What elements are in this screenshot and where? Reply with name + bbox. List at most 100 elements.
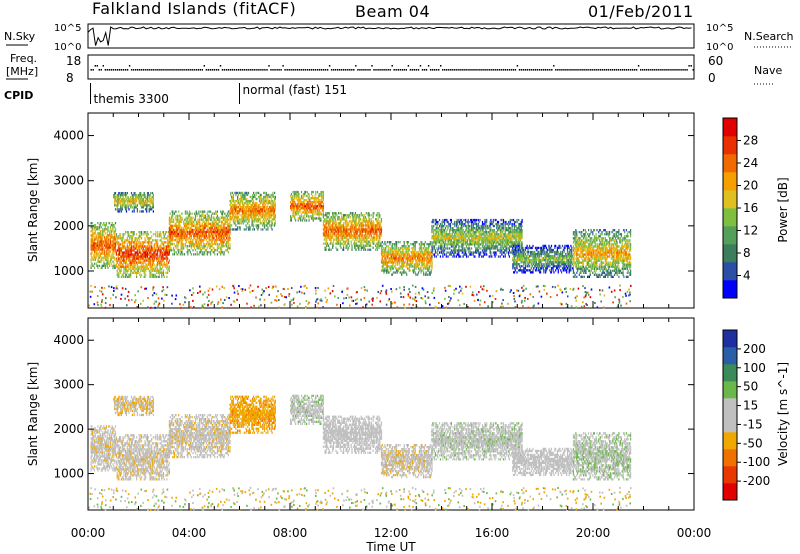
power-cell bbox=[210, 218, 212, 221]
power-cell bbox=[150, 261, 152, 264]
power-cell bbox=[130, 271, 132, 274]
power-cell bbox=[129, 253, 131, 256]
power-cell bbox=[152, 263, 154, 266]
power-cell bbox=[211, 236, 213, 240]
power-cell bbox=[408, 259, 410, 262]
power-cell bbox=[388, 265, 390, 268]
power-cell bbox=[148, 198, 150, 201]
power-cell bbox=[144, 259, 146, 262]
power-cell bbox=[134, 247, 136, 250]
power-cell bbox=[146, 247, 148, 250]
power-cell bbox=[340, 220, 342, 223]
power-cell bbox=[323, 234, 325, 237]
power-cell bbox=[170, 238, 172, 242]
power-cell bbox=[121, 200, 123, 203]
power-cell bbox=[253, 201, 255, 205]
power-cell bbox=[402, 249, 404, 252]
power-cell bbox=[175, 222, 177, 225]
power-cell bbox=[141, 198, 144, 201]
power-cell bbox=[184, 212, 186, 215]
power-cell bbox=[222, 230, 224, 234]
power-cell bbox=[324, 228, 326, 231]
power-cell bbox=[354, 242, 356, 245]
power-cell bbox=[262, 201, 264, 205]
power-cell bbox=[141, 245, 143, 248]
power-cell bbox=[176, 230, 178, 234]
power-cell bbox=[241, 206, 243, 209]
power-cell bbox=[123, 257, 125, 260]
power-cell bbox=[95, 228, 97, 231]
power-cell bbox=[269, 210, 271, 213]
power-cell bbox=[180, 226, 182, 230]
power-cell bbox=[102, 230, 104, 233]
power-cell bbox=[147, 241, 149, 244]
power-cell bbox=[365, 236, 367, 239]
power-cell bbox=[248, 214, 250, 217]
power-cell bbox=[226, 232, 228, 236]
power-cell bbox=[191, 238, 193, 242]
power-cell bbox=[211, 238, 213, 242]
power-cell bbox=[173, 243, 175, 246]
power-cell bbox=[298, 209, 300, 212]
power-cell bbox=[144, 204, 146, 207]
power-cell bbox=[114, 242, 117, 245]
power-cell bbox=[228, 228, 230, 232]
power-cell bbox=[125, 247, 127, 250]
power-cell bbox=[377, 216, 379, 219]
power-cell bbox=[360, 242, 362, 245]
power-cell bbox=[241, 197, 243, 201]
power-cell bbox=[202, 224, 204, 227]
power-cell bbox=[94, 246, 96, 249]
power-cell bbox=[173, 218, 175, 221]
power-cell bbox=[95, 242, 97, 245]
power-cell bbox=[205, 232, 207, 236]
power-cell bbox=[209, 245, 211, 248]
power-cell bbox=[323, 220, 325, 223]
power-cell bbox=[112, 244, 114, 247]
power-cell bbox=[111, 242, 113, 245]
power-cell bbox=[333, 234, 335, 237]
power-cell bbox=[181, 251, 183, 254]
power-cell bbox=[369, 234, 371, 237]
power-cell bbox=[325, 212, 327, 215]
power-cell bbox=[214, 222, 216, 225]
power-cell bbox=[156, 265, 158, 268]
power-cell bbox=[232, 214, 234, 217]
power-cell bbox=[417, 253, 419, 256]
power-cell bbox=[92, 232, 94, 235]
power-cell bbox=[174, 234, 176, 238]
power-cell bbox=[377, 228, 379, 231]
power-cell bbox=[157, 255, 159, 258]
power-cell bbox=[407, 251, 409, 254]
power-cell bbox=[229, 212, 231, 215]
power-cell bbox=[380, 218, 383, 221]
power-cell bbox=[415, 265, 417, 268]
power-cell bbox=[241, 214, 243, 217]
power-cell bbox=[90, 264, 92, 267]
frequency-point bbox=[433, 69, 436, 71]
power-cell bbox=[187, 218, 189, 221]
power-cell bbox=[387, 269, 389, 272]
power-cell bbox=[130, 269, 132, 272]
power-cell bbox=[227, 251, 229, 254]
power-cell bbox=[227, 226, 229, 230]
power-cell bbox=[354, 214, 356, 217]
power-cell bbox=[175, 226, 177, 230]
power-cell bbox=[178, 224, 180, 227]
power-cell bbox=[130, 241, 133, 244]
power-cell bbox=[104, 242, 106, 245]
power-cell bbox=[264, 210, 266, 213]
power-cell bbox=[238, 197, 240, 201]
power-cell bbox=[391, 245, 393, 248]
power-cell bbox=[341, 232, 343, 235]
power-cell bbox=[130, 267, 132, 270]
power-cell bbox=[230, 206, 232, 209]
power-cell bbox=[178, 236, 181, 240]
power-cell bbox=[339, 224, 341, 227]
frequency-point bbox=[674, 69, 676, 71]
power-cell bbox=[354, 234, 356, 237]
power-cell bbox=[114, 222, 117, 225]
frequency-point bbox=[238, 69, 240, 71]
frequency-point bbox=[539, 69, 541, 71]
power-cell bbox=[366, 244, 368, 247]
